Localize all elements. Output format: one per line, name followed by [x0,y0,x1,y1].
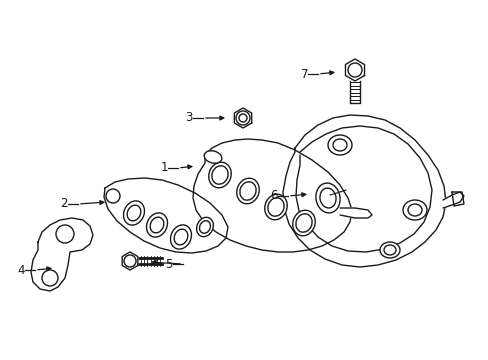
Ellipse shape [240,182,256,200]
Polygon shape [339,208,371,218]
Ellipse shape [379,242,399,258]
Circle shape [347,63,361,77]
Ellipse shape [236,178,259,204]
Ellipse shape [174,229,187,245]
Polygon shape [345,59,364,81]
Ellipse shape [315,183,340,213]
Text: 1: 1 [160,162,168,175]
Ellipse shape [319,188,335,208]
Ellipse shape [264,194,286,220]
Ellipse shape [199,221,210,233]
Text: 2: 2 [61,198,68,211]
Ellipse shape [327,135,351,155]
Polygon shape [451,192,463,206]
Polygon shape [31,218,93,291]
Polygon shape [122,252,138,270]
Text: 7: 7 [300,68,307,81]
Text: 3: 3 [185,112,193,125]
Circle shape [236,111,249,125]
Ellipse shape [267,198,284,216]
Polygon shape [193,139,351,252]
Circle shape [239,114,246,122]
Ellipse shape [332,139,346,151]
Ellipse shape [211,166,227,184]
Ellipse shape [204,151,222,163]
Ellipse shape [196,217,213,237]
Ellipse shape [208,162,231,188]
Text: 6: 6 [270,189,278,202]
Ellipse shape [292,210,315,236]
Circle shape [56,225,74,243]
Ellipse shape [383,245,395,255]
Circle shape [124,255,136,267]
Ellipse shape [170,225,191,249]
Polygon shape [283,115,445,267]
Ellipse shape [150,217,163,233]
Ellipse shape [402,200,426,220]
Ellipse shape [146,213,167,237]
Circle shape [106,189,120,203]
Polygon shape [104,178,227,253]
Ellipse shape [127,205,141,221]
Circle shape [42,270,58,286]
Ellipse shape [407,204,421,216]
Polygon shape [442,192,463,208]
Ellipse shape [123,201,144,225]
Ellipse shape [295,214,311,232]
Text: 4: 4 [18,264,25,276]
Polygon shape [234,108,251,128]
Text: 5: 5 [165,257,173,270]
